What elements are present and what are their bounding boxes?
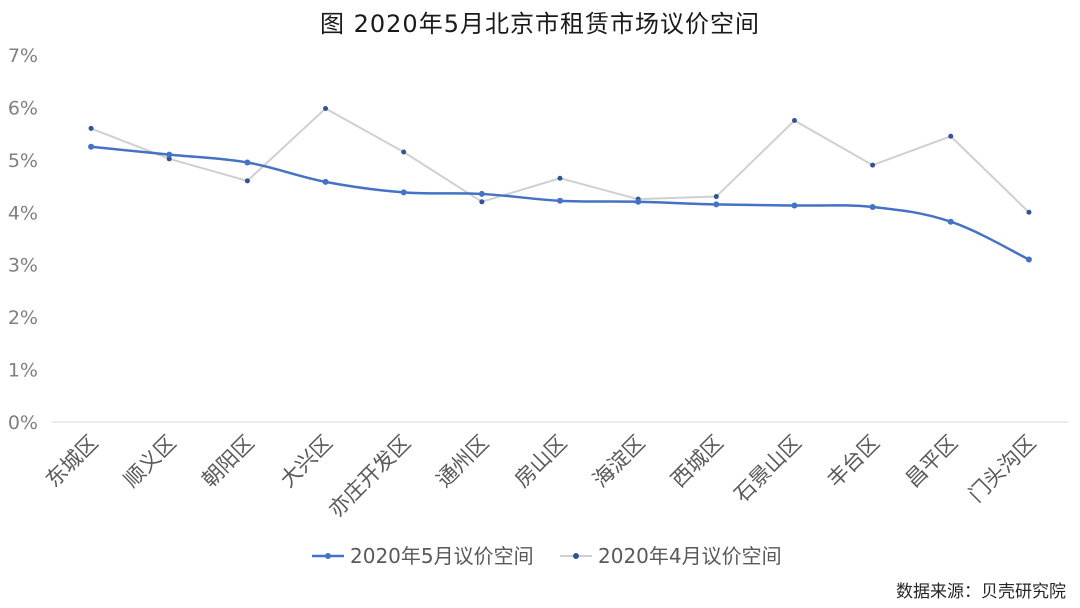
- y-tick-label: 7%: [8, 45, 38, 67]
- x-tick-label: 门头沟区: [964, 431, 1040, 507]
- data-source-note: 数据来源：贝壳研究院: [896, 582, 1066, 602]
- data-point-april: [557, 175, 563, 181]
- x-tick-label: 房山区: [510, 431, 572, 493]
- data-point-may: [791, 202, 798, 209]
- x-tick-label: 西城区: [666, 431, 728, 493]
- data-point-may: [322, 178, 329, 185]
- legend: 2020年5月议价空间 2020年4月议价空间: [312, 544, 782, 568]
- x-tick-label: 东城区: [41, 431, 103, 493]
- x-tick-label: 通州区: [432, 431, 494, 493]
- data-point-may: [478, 190, 485, 197]
- data-point-april: [401, 149, 407, 155]
- data-point-april: [479, 199, 485, 205]
- data-point-may: [244, 159, 251, 166]
- legend-label: 2020年4月议价空间: [598, 544, 782, 568]
- data-point-may: [1025, 256, 1032, 263]
- x-tick-label: 丰台区: [823, 431, 885, 493]
- y-tick-label: 1%: [8, 360, 38, 382]
- y-tick-label: 6%: [8, 97, 38, 119]
- data-point-may: [947, 218, 954, 225]
- y-tick-label: 0%: [8, 412, 38, 434]
- series-layer: [88, 105, 1032, 263]
- data-point-april: [166, 156, 172, 162]
- chart-title: 图 2020年5月北京市租赁市场议价空间: [320, 10, 760, 38]
- data-point-may: [166, 151, 173, 158]
- data-point-april: [244, 178, 250, 184]
- y-tick-label: 2%: [8, 307, 38, 329]
- legend-label: 2020年5月议价空间: [350, 544, 534, 568]
- x-axis: 东城区 顺义区 朝阳区 大兴区亦庄开发区 通州区 房山区 海淀区 西城区 石景山区 丰台区 昌平区门…: [41, 421, 1068, 522]
- data-point-may: [400, 189, 407, 196]
- data-point-april: [870, 162, 876, 168]
- legend-marker: [573, 553, 579, 559]
- data-point-may: [713, 201, 720, 208]
- x-tick-label: 海淀区: [588, 431, 650, 493]
- data-point-may: [557, 197, 563, 204]
- x-tick-label: 石景山区: [730, 431, 806, 507]
- x-tick-label: 亦庄开发区: [324, 431, 415, 522]
- x-tick-label: 朝阳区: [197, 431, 259, 493]
- data-point-may: [869, 204, 876, 211]
- x-tick-label: 昌平区: [901, 431, 963, 493]
- data-point-april: [948, 133, 954, 139]
- legend-marker: [325, 553, 331, 559]
- data-point-may: [88, 143, 95, 150]
- x-tick-label: 顺义区: [119, 431, 181, 493]
- y-tick-label: 5%: [8, 150, 38, 172]
- data-point-april: [1026, 209, 1032, 215]
- data-point-may: [635, 198, 642, 205]
- data-point-april: [713, 194, 719, 200]
- y-tick-label: 4%: [8, 202, 38, 224]
- data-point-april: [323, 105, 329, 111]
- data-point-april: [88, 125, 94, 131]
- data-point-april: [791, 118, 797, 124]
- y-tick-label: 3%: [8, 255, 38, 277]
- y-axis: 0% 1% 2% 3% 4% 5% 6% 7%: [8, 45, 38, 434]
- x-tick-label: 大兴区: [276, 431, 338, 493]
